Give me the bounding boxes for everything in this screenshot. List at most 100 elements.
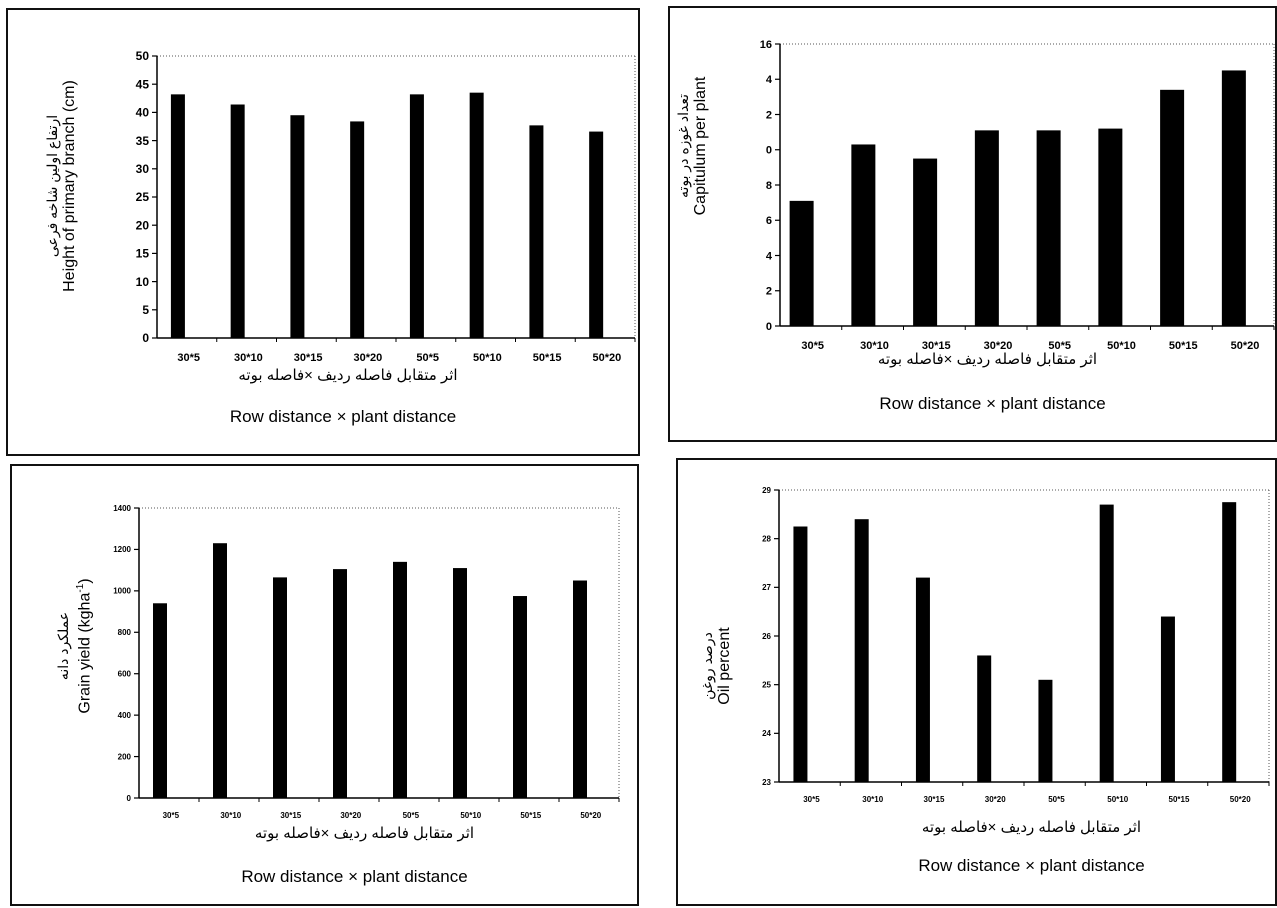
y-axis-label: درصد روغن Oil percent — [698, 566, 738, 766]
y-tick-label: 20 — [136, 218, 150, 232]
bar — [170, 94, 185, 339]
bar — [273, 577, 287, 798]
bar — [333, 569, 347, 798]
x-axis-label-en: Row distance × plant distance — [229, 407, 457, 426]
bar — [469, 92, 484, 338]
x-tick-label: 30*5 — [803, 795, 820, 804]
y-tick-label: 8 — [766, 180, 772, 192]
x-tick-label: 50*20 — [1231, 340, 1260, 352]
y-tick-label: 35 — [136, 134, 150, 148]
x-tick-label: 30*20 — [340, 811, 361, 820]
y-tick-label: 25 — [136, 190, 150, 204]
y-tick-label: 40 — [136, 106, 150, 120]
bar — [529, 125, 544, 338]
x-axis-label-fa: اثر متقابل فاصله ردیف ×فاصله بوته — [238, 367, 458, 384]
bar — [789, 200, 814, 326]
y-tick-label: 2 — [766, 109, 772, 121]
x-tick-label: 30*5 — [801, 340, 824, 352]
bar — [393, 561, 407, 798]
x-tick-label: 30*15 — [922, 340, 951, 352]
x-tick-label: 30*10 — [862, 795, 883, 804]
y-tick-label: 25 — [762, 680, 771, 689]
y-axis-label-fa: عملکرد دانه — [55, 611, 71, 681]
y-tick-label: 200 — [118, 752, 132, 761]
y-tick-label: 10 — [136, 275, 150, 289]
y-tick-label: 26 — [762, 632, 771, 641]
y-axis-label-en: Oil percent — [716, 627, 733, 705]
y-tick-label: 0 — [142, 331, 149, 345]
y-tick-label: 4 — [766, 250, 773, 262]
bar — [409, 94, 424, 339]
x-tick-label: 50*5 — [416, 352, 439, 364]
x-tick-label: 50*15 — [520, 811, 541, 820]
x-axis-label-fa: اثر متقابل فاصله ردیف ×فاصله بوته — [254, 825, 475, 842]
bar — [851, 144, 876, 326]
y-axis-label: ارتفاع اولین شاخه فرعی Height of primary… — [43, 36, 83, 336]
x-tick-label: 50*20 — [1230, 795, 1251, 804]
y-tick-label: 6 — [766, 215, 772, 227]
y-tick-label: 24 — [762, 729, 771, 738]
y-tick-label: 4 — [766, 74, 773, 86]
y-tick-label: 15 — [136, 247, 150, 261]
x-tick-label: 30*15 — [924, 795, 945, 804]
bar — [793, 526, 808, 782]
x-tick-label: 30*20 — [985, 795, 1006, 804]
x-tick-label: 30*10 — [220, 811, 241, 820]
chart-panel-capitulum-per-plant: 0 2 4 6 8 0 2 4 16 30*5 30*10 30*15 30*20 50*5 50*10 50… — [668, 6, 1277, 442]
bar — [589, 131, 604, 338]
y-axis-label: عملکرد دانه Grain yield (kgha-1) — [54, 526, 94, 766]
x-tick-label: 30*5 — [177, 352, 200, 364]
y-axis-label-fa: تعداد غوزه در بوته — [675, 94, 691, 198]
x-tick-label: 50*10 — [460, 811, 481, 820]
y-tick-label: 0 — [766, 145, 772, 157]
x-tick-label: 30*20 — [984, 340, 1013, 352]
bar — [1099, 504, 1114, 782]
x-tick-label: 30*15 — [280, 811, 301, 820]
y-tick-label: 1200 — [113, 545, 131, 554]
y-tick-label: 600 — [118, 670, 132, 679]
bar — [1036, 130, 1061, 326]
x-tick-label: 50*20 — [593, 352, 622, 364]
y-axis-label-fa: ارتفاع اولین شاخه فرعی — [44, 114, 60, 258]
y-axis-label-en: Height of primary branch (cm) — [61, 80, 78, 292]
x-tick-label: 50*5 — [1048, 795, 1065, 804]
y-tick-label: 16 — [760, 39, 772, 51]
y-tick-label: 28 — [762, 534, 771, 543]
bar — [1038, 679, 1053, 782]
bar — [290, 115, 305, 338]
bar — [854, 519, 869, 782]
y-tick-label: 23 — [762, 778, 771, 787]
x-tick-label: 50*15 — [1169, 340, 1198, 352]
y-tick-label: 27 — [762, 583, 771, 592]
bar — [213, 543, 227, 798]
bar — [1160, 89, 1185, 326]
bar — [153, 603, 167, 798]
y-tick-label: 1400 — [113, 504, 131, 513]
x-tick-label: 50*10 — [1107, 340, 1136, 352]
x-axis-label-en: Row distance × plant distance — [879, 394, 1106, 413]
bar — [977, 655, 992, 782]
x-axis-label-en: Row distance × plant distance — [918, 856, 1145, 875]
bar — [1221, 70, 1246, 326]
bar — [230, 104, 245, 338]
bar — [913, 158, 938, 326]
y-axis-label-fa: درصد روغن — [699, 632, 715, 700]
x-tick-label: 30*20 — [354, 352, 383, 364]
y-tick-label: 45 — [136, 77, 150, 91]
chart-panel-oil-percent: 23 24 25 26 27 28 29 30*5 30*10 30*15 30*20 50*5 50*… — [676, 458, 1277, 906]
bar-chart-capitulum-per-plant: 0 2 4 6 8 0 2 4 16 30*5 30*10 30*15 30*20 50*5 50*10 50… — [760, 39, 1275, 352]
x-tick-label: 50*5 — [403, 811, 420, 820]
x-tick-label: 50*20 — [580, 811, 601, 820]
y-tick-label: 29 — [762, 486, 771, 495]
chart-panel-grain-yield: 0 200 400 600 800 1000 1200 1400 30*5 30*10 30*15 3… — [10, 464, 639, 906]
y-tick-label: 50 — [136, 49, 150, 63]
bar — [1160, 616, 1175, 782]
bar — [915, 577, 930, 782]
x-tick-label: 30*5 — [163, 811, 180, 820]
y-tick-label: 0 — [766, 321, 772, 333]
bar — [350, 121, 365, 338]
y-tick-label: 5 — [142, 303, 149, 317]
bar — [974, 130, 999, 326]
x-tick-label: 30*10 — [860, 340, 889, 352]
bar — [1098, 128, 1123, 326]
